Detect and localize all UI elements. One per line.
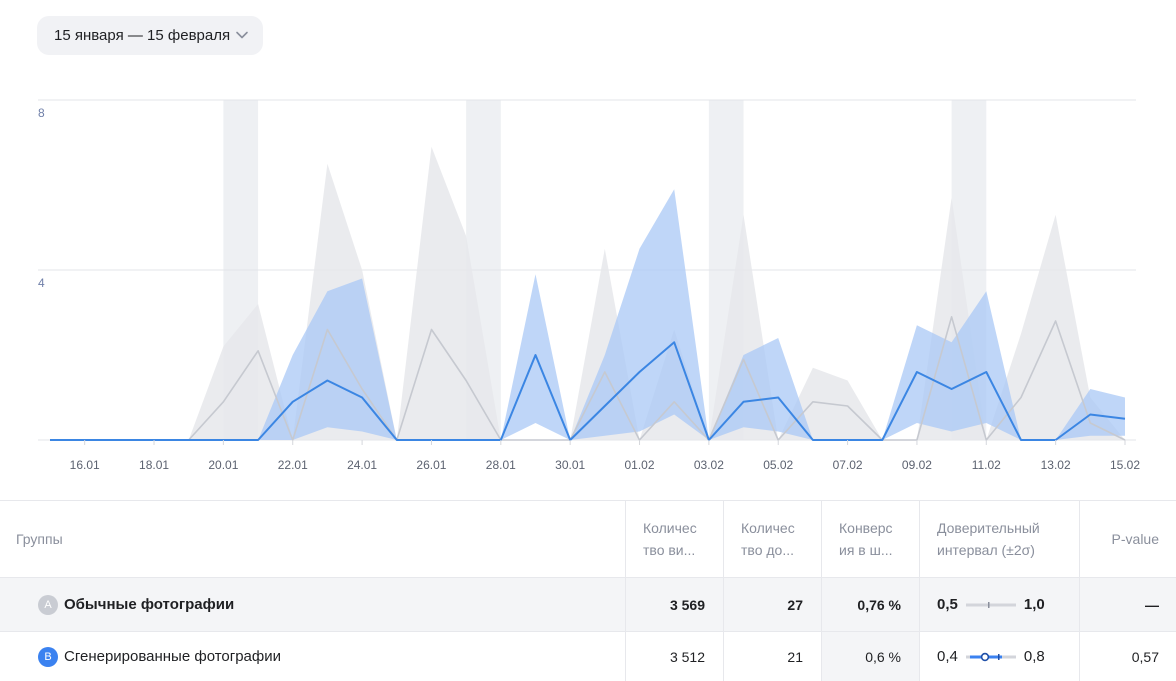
conversion-value: 0,76 % xyxy=(821,578,919,631)
group-badge: A xyxy=(38,594,58,615)
y-axis: 84 xyxy=(38,106,45,290)
x-tick-label: 20.01 xyxy=(208,458,238,472)
ci-bar-icon xyxy=(965,601,1016,608)
pvalue-value: — xyxy=(1079,578,1176,631)
table-header: Группы Количес тво ви... Количес тво до...… xyxy=(0,500,1176,577)
ci-low: 0,5 xyxy=(937,596,958,613)
visits-value: 3 569 xyxy=(625,578,723,631)
header-visits[interactable]: Количес тво ви... xyxy=(625,501,723,577)
header-goals[interactable]: Количес тво до... xyxy=(723,501,821,577)
conversion-value: 0,6 % xyxy=(821,632,919,681)
header-groups[interactable]: Группы xyxy=(16,531,63,547)
chevron-down-icon xyxy=(236,31,248,39)
group-name: Сгенерированные фотографии xyxy=(64,648,282,665)
x-tick-label: 24.01 xyxy=(347,458,377,472)
y-tick-label: 4 xyxy=(38,276,45,290)
chart: 84 16.01 18.01 20.01 22.01 24.01 26.01 28.01 30… xyxy=(38,99,1140,472)
confidence-interval: 0,5 1,0 xyxy=(919,578,1079,631)
ci-high: 0,8 xyxy=(1023,648,1045,665)
x-tick-label: 18.01 xyxy=(139,458,169,472)
x-tick-label: 22.01 xyxy=(278,458,308,472)
confidence-band-b xyxy=(50,189,1125,440)
header-confidence-interval[interactable]: Доверительный интервал (±2σ) xyxy=(919,501,1079,577)
header-conversion[interactable]: Конверс ия в ш... xyxy=(821,501,919,577)
group-name: Обычные фотографии xyxy=(64,596,235,613)
group-badge: B xyxy=(38,646,58,667)
confidence-bands xyxy=(50,146,1125,441)
visits-value: 3 512 xyxy=(625,632,723,681)
date-range-picker[interactable]: 15 января — 15 февраля xyxy=(37,16,263,55)
y-tick-label: 8 xyxy=(38,106,45,120)
series-line-a xyxy=(50,316,1126,441)
table-row[interactable]: A Обычные фотографии 3 569 27 0,76 % 0,5… xyxy=(0,577,1176,631)
ci-high: 1,0 xyxy=(1023,596,1045,613)
x-tick-label: 30.01 xyxy=(555,458,585,472)
x-tick-label: 09.02 xyxy=(902,458,932,472)
ci-bar-icon xyxy=(965,652,1016,661)
date-range-label: 15 января — 15 февраля xyxy=(54,27,231,44)
x-tick-label: 13.02 xyxy=(1041,458,1071,472)
x-tick-label: 01.02 xyxy=(625,458,655,472)
header-pvalue[interactable]: P-value xyxy=(1079,501,1176,577)
x-tick-label: 28.01 xyxy=(486,458,516,472)
x-tick-label: 07.02 xyxy=(833,458,863,472)
ci-low: 0,4 xyxy=(937,648,958,665)
goals-value: 27 xyxy=(723,578,821,631)
x-tick-label: 03.02 xyxy=(694,458,724,472)
x-tick-label: 16.01 xyxy=(70,458,100,472)
series-lines xyxy=(50,316,1126,441)
pvalue-value: 0,57 xyxy=(1079,632,1176,681)
x-tick-label: 26.01 xyxy=(416,458,446,472)
x-tick-label: 05.02 xyxy=(763,458,793,472)
x-tick-label: 15.02 xyxy=(1110,458,1140,472)
goals-value: 21 xyxy=(723,632,821,681)
confidence-interval: 0,4 0,8 xyxy=(919,632,1079,681)
table-row[interactable]: B Сгенерированные фотографии 3 512 21 0,… xyxy=(0,631,1176,681)
x-tick-label: 11.02 xyxy=(972,458,1001,472)
x-axis: 16.01 18.01 20.01 22.01 24.01 26.01 28.01 30.01… xyxy=(70,440,1140,472)
series-line-b xyxy=(50,341,1126,441)
